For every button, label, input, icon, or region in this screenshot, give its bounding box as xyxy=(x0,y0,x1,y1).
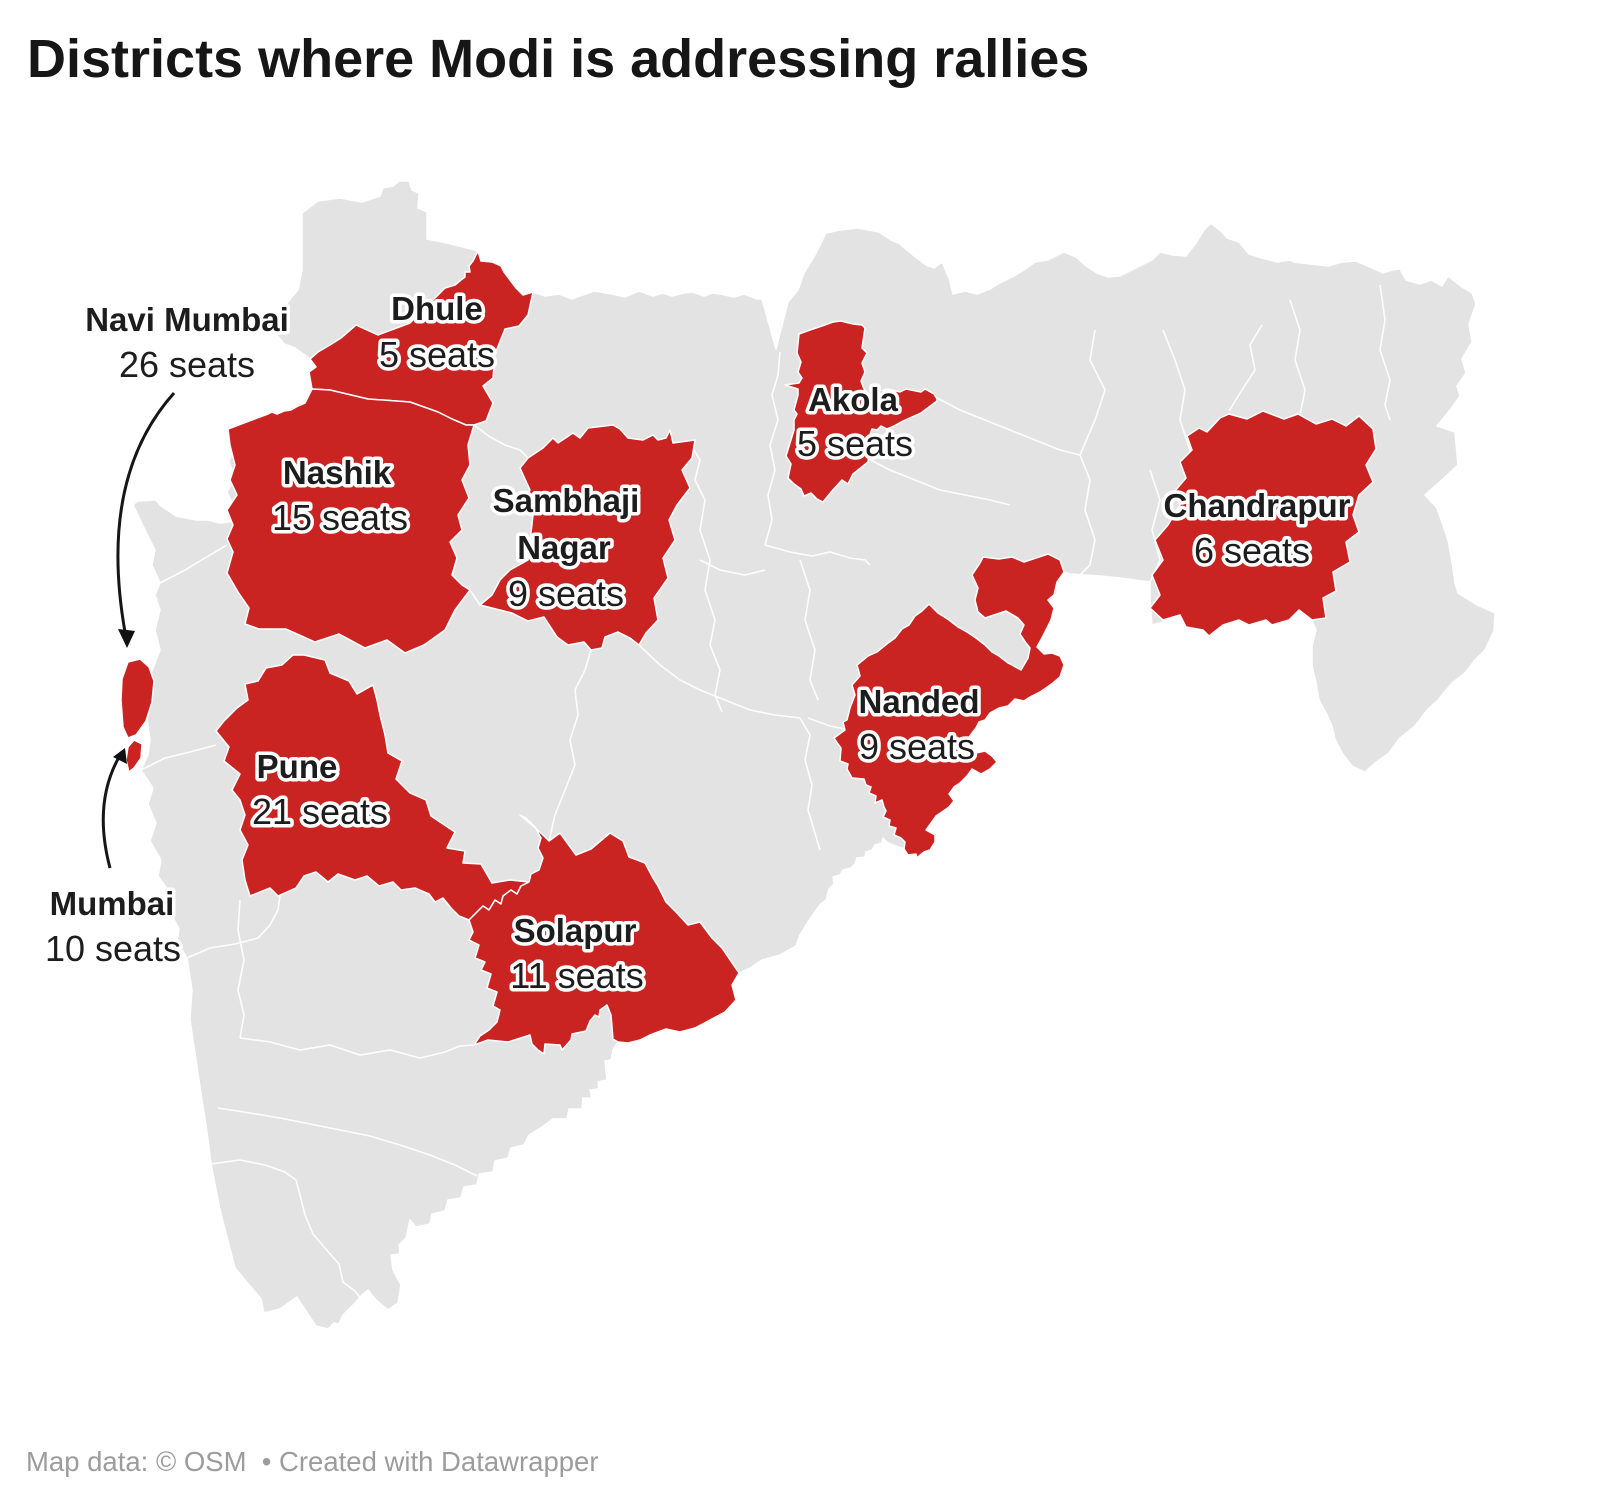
svg-text:Chandrapur: Chandrapur xyxy=(1163,487,1350,524)
svg-text:Nashik: Nashik xyxy=(283,454,392,491)
svg-text:9 seats: 9 seats xyxy=(859,726,975,767)
svg-text:Navi Mumbai: Navi Mumbai xyxy=(85,301,289,338)
svg-text:10 seats: 10 seats xyxy=(45,928,181,969)
svg-text:15 seats: 15 seats xyxy=(272,497,408,538)
svg-text:6 seats: 6 seats xyxy=(1194,530,1310,571)
svg-text:Map data: © OSM • Created wit: Map data: © OSM • Created with Datawrapp… xyxy=(26,1446,599,1477)
svg-text:Nanded: Nanded xyxy=(858,683,979,720)
svg-text:5 seats: 5 seats xyxy=(797,423,913,464)
svg-text:9 seats: 9 seats xyxy=(508,573,624,614)
svg-text:Pune: Pune xyxy=(257,748,338,785)
svg-text:21 seats: 21 seats xyxy=(252,791,388,832)
svg-text:Dhule: Dhule xyxy=(391,290,483,327)
svg-text:Sambhaji: Sambhaji xyxy=(493,482,640,519)
svg-text:Solapur: Solapur xyxy=(514,912,637,949)
svg-text:11 seats: 11 seats xyxy=(510,955,643,996)
svg-text:Nagar: Nagar xyxy=(517,529,611,566)
svg-text:Mumbai: Mumbai xyxy=(50,885,175,922)
svg-text:5 seats: 5 seats xyxy=(379,334,495,375)
svg-text:26 seats: 26 seats xyxy=(119,344,255,385)
svg-text:Districts where Modi is addres: Districts where Modi is addressing ralli… xyxy=(27,29,1089,89)
svg-text:Akola: Akola xyxy=(808,381,899,418)
